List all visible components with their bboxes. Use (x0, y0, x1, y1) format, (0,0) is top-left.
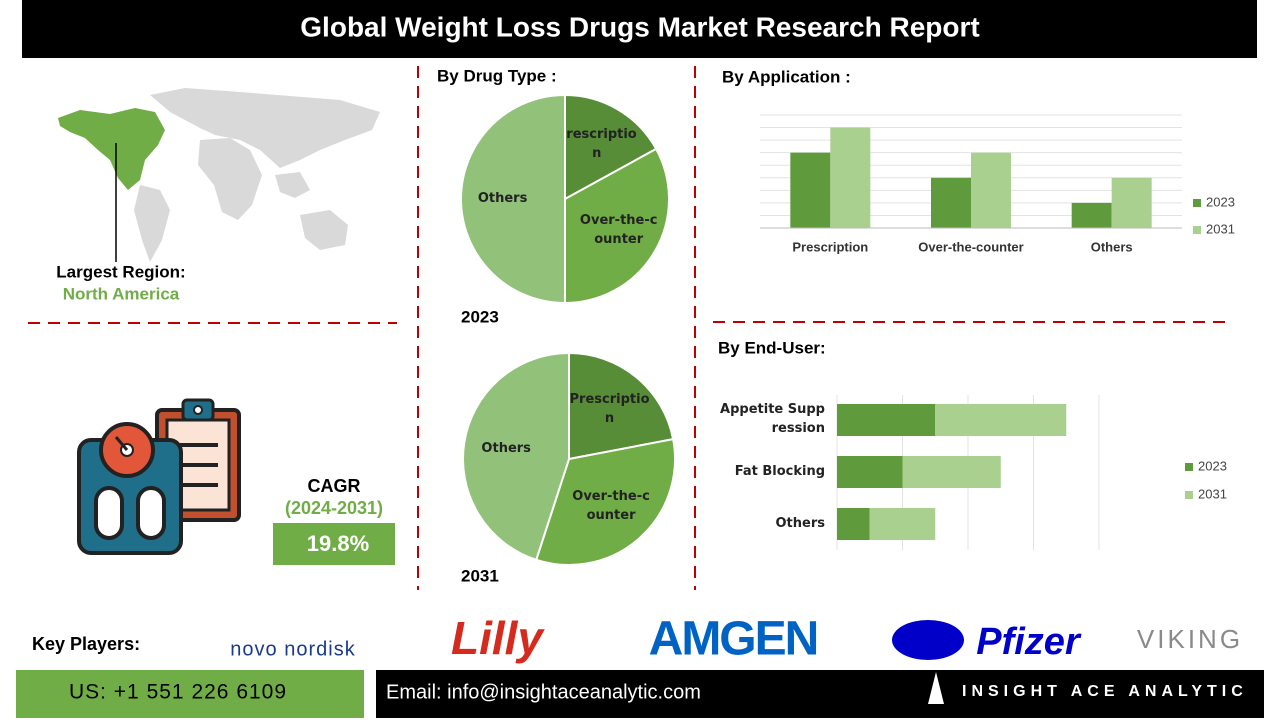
key-players-label: Key Players: (32, 634, 140, 654)
slice-label-box: Over-the-counter (579, 212, 658, 247)
legend-label: 2023 (1206, 194, 1235, 209)
slice-label-box: Others (481, 440, 531, 456)
y-tick-label: Others (775, 515, 826, 531)
phone: US: +1 551 226 6109 (69, 681, 287, 704)
bar-segment (837, 456, 903, 488)
company-logo: Pfizer (976, 621, 1082, 663)
cagr-box (273, 523, 395, 565)
pfizer-mark (892, 620, 964, 660)
legend-swatch (1193, 226, 1201, 234)
slice-label-box: Others (477, 190, 528, 206)
pie-slice (462, 351, 570, 562)
footer-bar (376, 670, 1264, 718)
legend-label: 2031 (1206, 221, 1235, 236)
region-label: Largest Region: (56, 262, 185, 281)
cagr-label: CAGR (308, 476, 361, 496)
bar-segment (837, 404, 936, 436)
slice-label: Prescription (569, 392, 650, 426)
pie-slice (564, 147, 670, 305)
company-logo: AMGEN (649, 613, 818, 666)
legend-label: 2031 (1198, 486, 1227, 501)
pie-title: 2023 (461, 307, 499, 326)
slice-label: Over-the-counter (572, 488, 650, 523)
pie-slice (534, 437, 676, 566)
brand-mark (928, 672, 944, 704)
pie-slice (460, 93, 566, 305)
y-tick-label-box: Others (775, 515, 826, 531)
chart-title: By Application : (722, 67, 851, 86)
north-america (58, 108, 165, 190)
y-tick-label: Fat Blocking (734, 463, 825, 479)
x-tick-label: Over-the-counter (918, 239, 1023, 254)
slice-label-box: Prescription (556, 127, 637, 162)
email: Email: info@insightaceanalytic.com (386, 681, 701, 703)
world-map (134, 88, 380, 262)
icon (77, 398, 241, 555)
legend-swatch (1185, 463, 1193, 471)
bar-segment (902, 456, 1001, 488)
slice-label: Others (481, 440, 531, 456)
slice-label-box: Over-the-counter (572, 488, 650, 523)
slice-label: Over-the-counter (579, 212, 658, 247)
bar-segment (837, 508, 870, 540)
pie-slice (568, 351, 675, 461)
legend-label: 2023 (1198, 458, 1227, 473)
bar (1111, 177, 1152, 228)
slice-label-box: Prescription (569, 392, 650, 426)
pie-slice (564, 93, 658, 201)
x-tick-label: Prescription (792, 239, 868, 254)
brand: INSIGHT ACE ANALYTIC (962, 683, 1248, 700)
header-bar (22, 0, 1257, 58)
slice-label: Prescription (556, 127, 637, 162)
cagr-period: (2024-2031) (285, 498, 383, 518)
header-title: Global Weight Loss Drugs Market Research… (300, 11, 979, 42)
company-logo: VIKING (1137, 624, 1243, 654)
y-tick-label-box: Appetite Suppression (720, 402, 825, 436)
company-logo: Lilly (451, 612, 545, 664)
cagr-value: 19.8% (307, 531, 369, 556)
bar (971, 152, 1011, 228)
bar (1071, 202, 1112, 228)
legend-swatch (1185, 491, 1193, 499)
phone-box (16, 670, 364, 718)
bar (931, 177, 971, 228)
bar (790, 152, 831, 228)
company-logo: novo nordisk (230, 638, 355, 660)
bar (830, 127, 871, 228)
y-tick-label: Appetite Suppression (720, 402, 825, 436)
bar-segment (935, 404, 1067, 436)
pie-title: 2031 (461, 566, 499, 585)
legend-swatch (1193, 199, 1201, 207)
chart-title: By End-User: (718, 338, 826, 357)
x-tick-label: Others (1091, 239, 1133, 254)
region-value: North America (63, 284, 180, 303)
section-title: By Drug Type : (437, 66, 557, 85)
bar-segment (869, 508, 936, 540)
slice-label: Others (477, 190, 528, 206)
y-tick-label-box: Fat Blocking (734, 463, 825, 479)
